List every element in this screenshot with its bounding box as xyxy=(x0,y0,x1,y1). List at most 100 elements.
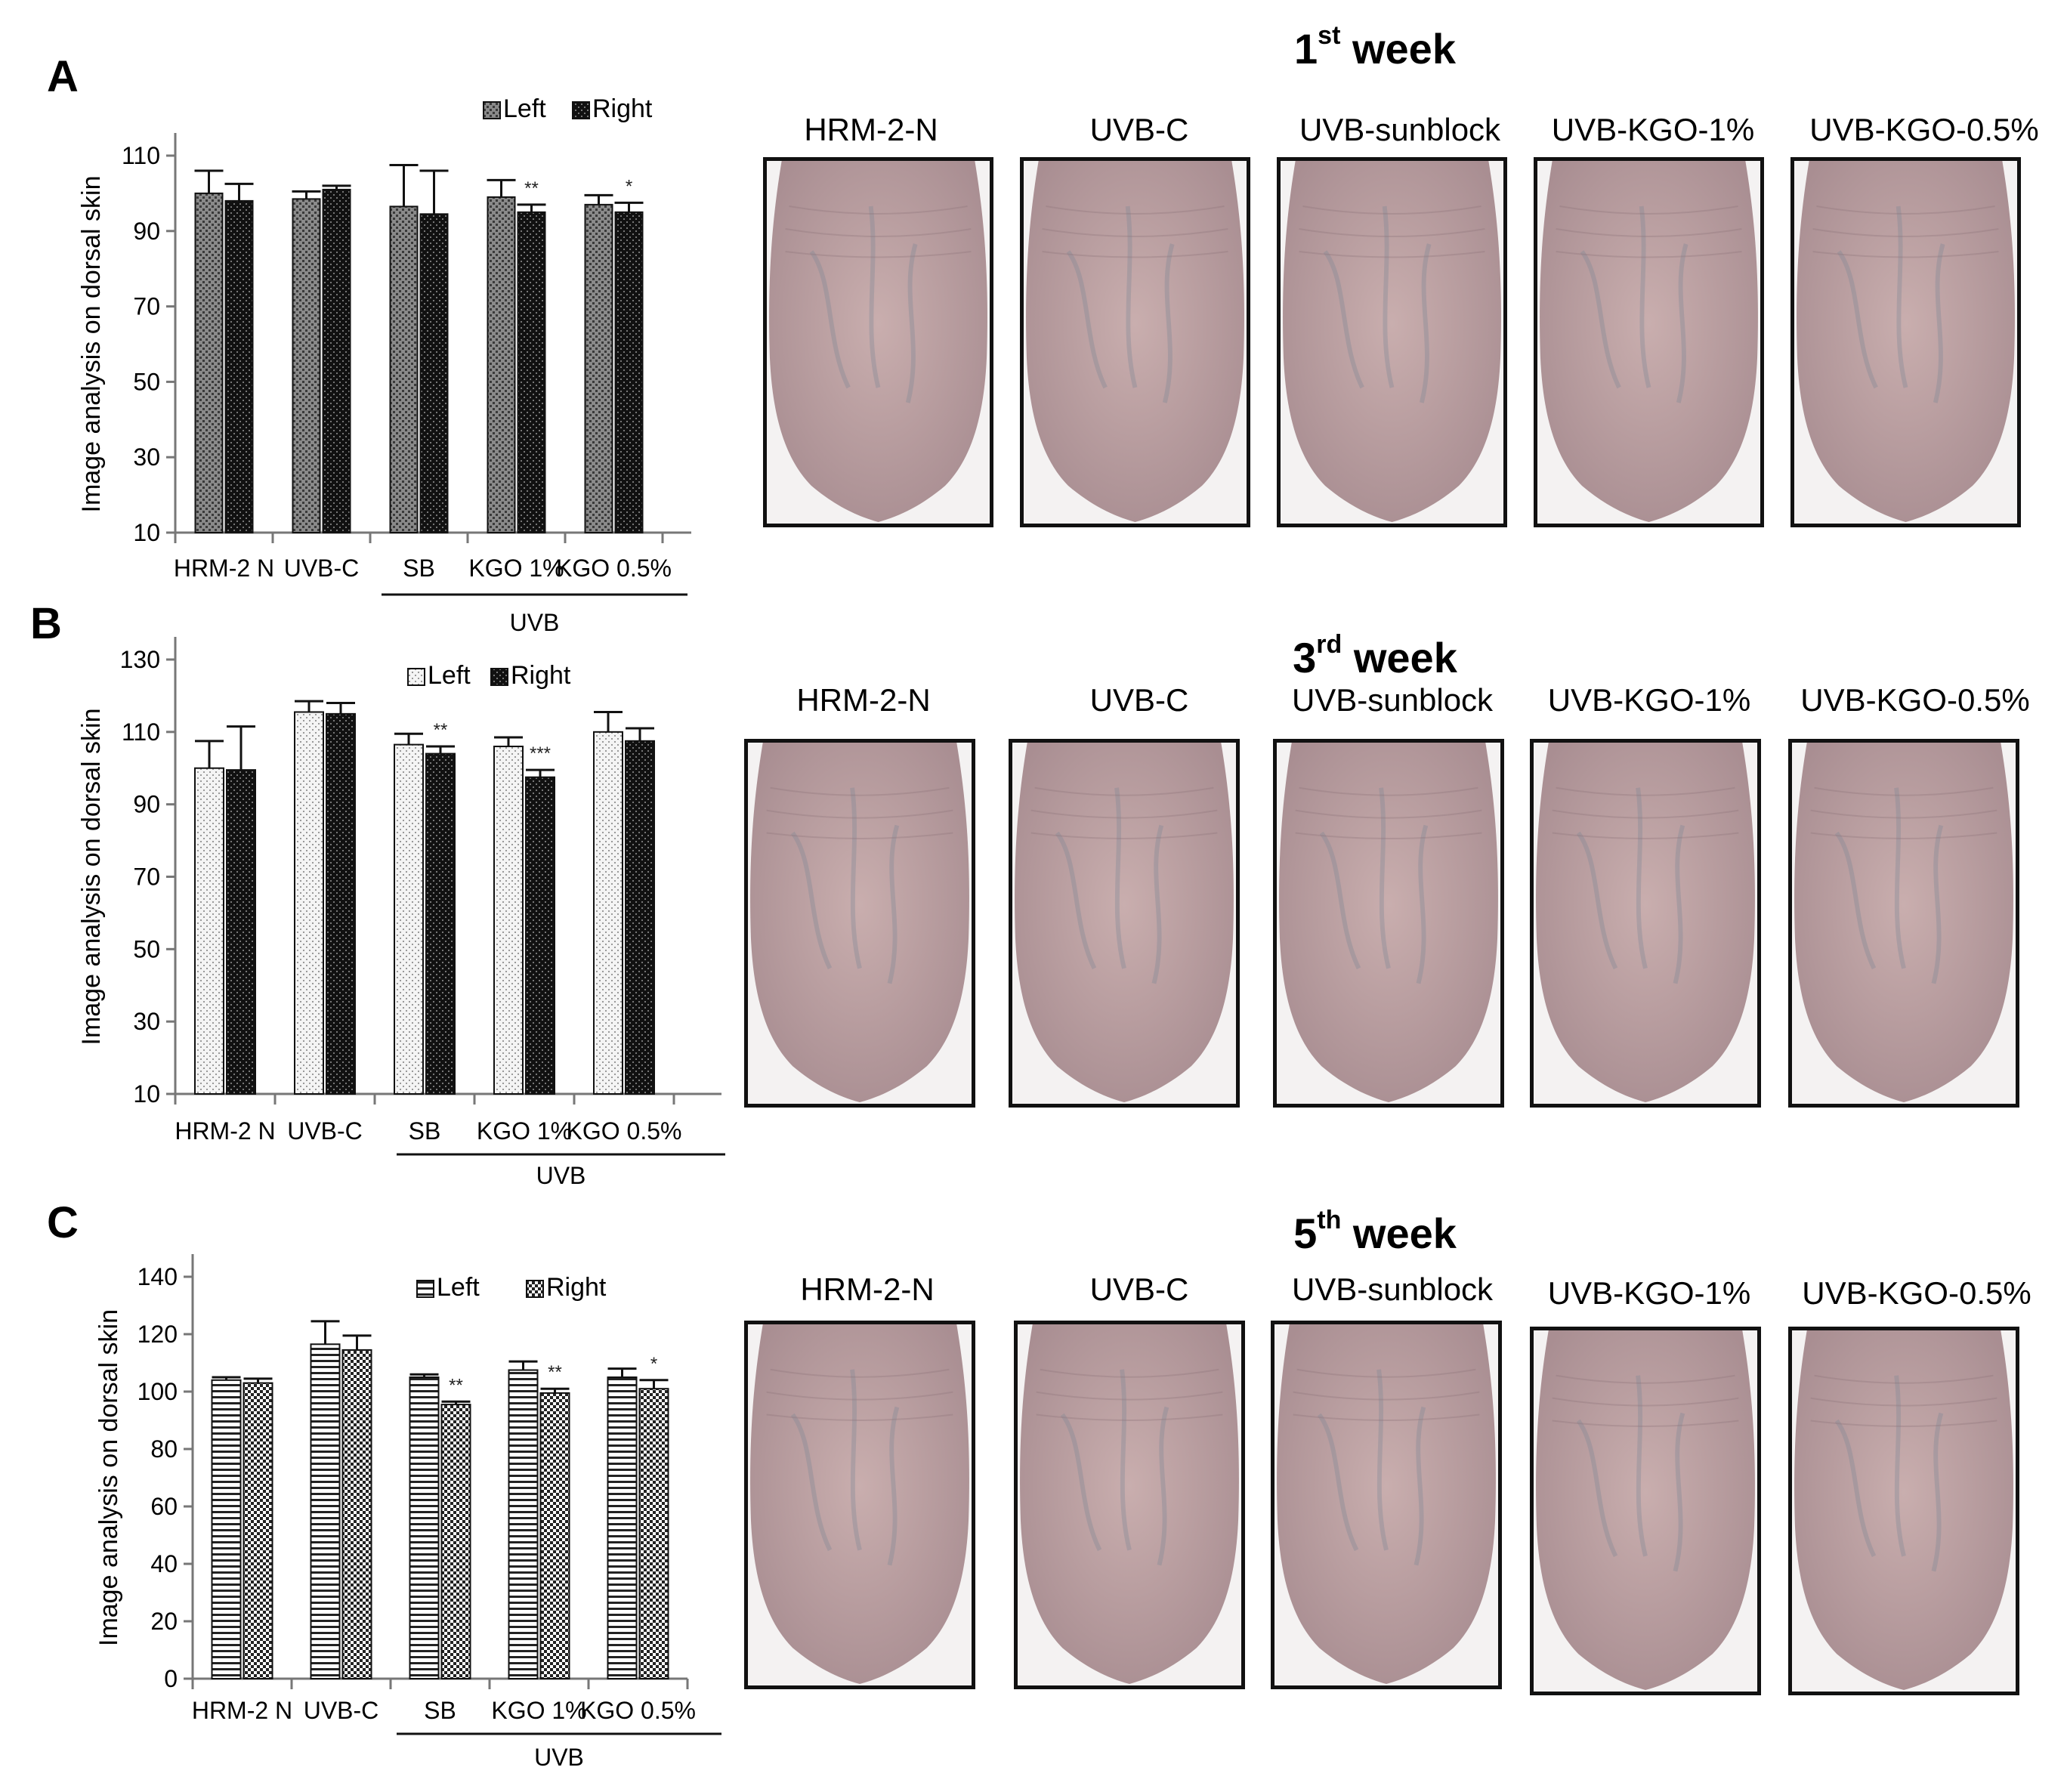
significance-mark: * xyxy=(626,176,632,196)
legend-swatch xyxy=(526,1280,544,1298)
mouse-back-illustration xyxy=(1792,743,2016,1104)
category-label: KGO 1% xyxy=(491,1697,586,1724)
mouse-back-illustration xyxy=(1534,1330,1757,1692)
mouse-photo xyxy=(744,739,975,1108)
y-tick-label: 70 xyxy=(133,293,160,320)
week-word: week xyxy=(1341,1210,1457,1257)
photo-label: UVB-C xyxy=(1089,112,1189,147)
mouse-photo xyxy=(1530,1327,1761,1695)
mouse-back-illustration xyxy=(1018,1324,1241,1685)
mouse-photo xyxy=(744,1321,975,1689)
photo-label: UVB-KGO-1% xyxy=(1547,682,1751,718)
significance-mark: ** xyxy=(434,720,448,740)
mouse-back-illustration xyxy=(1024,161,1247,524)
category-label: KGO 0.5% xyxy=(556,555,672,582)
mouse-back-illustration xyxy=(1534,743,1757,1104)
bar xyxy=(310,1343,341,1680)
mouse-photo xyxy=(1277,157,1507,527)
legend-swatch xyxy=(572,101,590,119)
y-tick-label: 140 xyxy=(137,1263,178,1290)
mouse-photo xyxy=(1271,1321,1502,1689)
mouse-photo xyxy=(1530,739,1761,1108)
y-tick-label: 10 xyxy=(133,519,160,546)
category-label: UVB-C xyxy=(287,1117,363,1145)
y-tick-label: 50 xyxy=(133,935,160,962)
uvb-group-label: UVB xyxy=(510,609,560,636)
photo-label: HRM-2-N xyxy=(800,1271,935,1307)
week-title-3: 3rd week xyxy=(1148,630,1602,682)
y-tick-label: 60 xyxy=(150,1493,178,1520)
photo-label: UVB-KGO-0.5% xyxy=(1809,112,2039,147)
panel-letter-c: C xyxy=(47,1198,79,1247)
significance-mark: ** xyxy=(548,1362,562,1383)
mouse-photo xyxy=(1790,157,2021,527)
bar xyxy=(593,731,623,1095)
mouse-photo xyxy=(1009,739,1240,1108)
significance-mark: * xyxy=(650,1354,657,1374)
photo-label: UVB-sunblock xyxy=(1291,682,1494,718)
mouse-photo xyxy=(763,157,993,527)
mouse-back-illustration xyxy=(1537,161,1760,524)
mouse-back-illustration xyxy=(1277,743,1500,1104)
bar xyxy=(194,192,224,533)
category-label: HRM-2 N xyxy=(192,1697,292,1724)
category-label: KGO 0.5% xyxy=(580,1697,696,1724)
y-tick-label: 80 xyxy=(150,1435,178,1463)
y-tick-label: 110 xyxy=(122,142,160,169)
y-tick-label: 50 xyxy=(133,368,160,395)
bar xyxy=(539,1392,570,1680)
category-label: HRM-2 N xyxy=(175,1117,275,1145)
mouse-photo xyxy=(1014,1321,1245,1689)
photo-label: UVB-sunblock xyxy=(1291,1271,1494,1307)
y-tick-label: 20 xyxy=(150,1608,178,1635)
week-number: 1 xyxy=(1294,25,1318,73)
legend-swatch xyxy=(483,101,501,119)
mouse-back-illustration xyxy=(767,161,990,524)
y-tick-label: 70 xyxy=(133,864,160,891)
bar xyxy=(243,1382,273,1679)
legend-swatch xyxy=(416,1280,434,1298)
bar xyxy=(487,196,516,533)
panel-letter-b: B xyxy=(30,599,62,648)
bar xyxy=(440,1404,471,1679)
photo-label: HRM-2-N xyxy=(804,112,938,147)
bar xyxy=(607,1376,638,1679)
mouse-back-illustration xyxy=(1792,1330,2016,1692)
legend-label: Right xyxy=(592,94,653,123)
y-tick-label: 30 xyxy=(133,443,160,471)
category-label: SB xyxy=(403,555,435,582)
week-title-1: 1st week xyxy=(1148,21,1602,73)
mouse-back-illustration xyxy=(1012,743,1236,1104)
photo-label: UVB-sunblock xyxy=(1299,112,1501,147)
bar xyxy=(625,740,655,1095)
legend-label: Right xyxy=(511,661,571,690)
mouse-back-illustration xyxy=(1281,161,1503,524)
bar xyxy=(425,752,456,1095)
legend-swatch xyxy=(407,668,425,686)
y-tick-label: 130 xyxy=(120,646,160,673)
mouse-back-illustration xyxy=(748,743,972,1104)
bar xyxy=(584,203,613,533)
photo-label: UVB-KGO-0.5% xyxy=(1802,1275,2031,1311)
y-axis-label: Image analysis on dorsal skin xyxy=(77,708,106,1045)
bar xyxy=(292,198,321,533)
y-tick-label: 110 xyxy=(122,718,160,746)
y-tick-label: 90 xyxy=(133,791,160,818)
category-label: KGO 1% xyxy=(468,555,564,582)
bar xyxy=(419,213,449,533)
week-suffix: rd xyxy=(1316,630,1342,659)
bar xyxy=(493,746,524,1095)
category-label: SB xyxy=(424,1697,456,1724)
bar xyxy=(211,1379,242,1680)
legend-label: Left xyxy=(428,661,471,690)
bar xyxy=(508,1369,539,1679)
bar xyxy=(409,1376,440,1679)
bar xyxy=(224,199,254,533)
bar xyxy=(341,1349,372,1680)
significance-mark: *** xyxy=(530,743,551,764)
y-tick-label: 30 xyxy=(133,1008,160,1035)
week-word: week xyxy=(1342,634,1457,681)
bar xyxy=(322,188,351,533)
bar xyxy=(194,767,224,1095)
mouse-back-illustration xyxy=(1274,1324,1498,1685)
